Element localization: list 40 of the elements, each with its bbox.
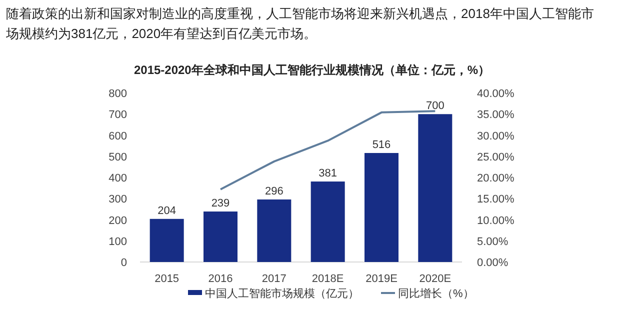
- text: 随着政策的出新和国家对制造业的高度重视，人工智能市场将迎来新兴机遇点，2018年中国人工智能市场规模约为381亿元，2020年有望达到百亿美元市场。: [6, 5, 595, 43]
- y-tick-label: 500: [108, 151, 127, 164]
- y2-tick-label: 5.00%: [477, 236, 508, 248]
- y2-tick-label: 30.00%: [477, 130, 515, 142]
- bar: [310, 182, 345, 262]
- y-tick-label: 400: [108, 172, 127, 184]
- y2-tick-label: 10.00%: [477, 214, 515, 227]
- y-tick-label: 0: [120, 257, 127, 269]
- y-tick-label: 700: [108, 109, 127, 122]
- legend-label: 中国人工智能市场规模（亿元）: [205, 287, 359, 300]
- data-label: 204: [158, 204, 176, 217]
- x-tick-label: 2017: [262, 273, 286, 285]
- bar: [204, 212, 238, 262]
- data-label: 516: [372, 138, 391, 151]
- data-label: 239: [211, 198, 230, 210]
- y2-tick-label: 20.00%: [477, 172, 515, 184]
- bar: [364, 152, 398, 262]
- y2-tick-label: 40.00%: [477, 88, 515, 100]
- data-label: 700: [426, 100, 444, 112]
- y-tick-label: 100: [108, 236, 127, 248]
- y-tick-label: 200: [108, 214, 127, 227]
- data-label: 381: [318, 168, 338, 180]
- legend-label: 同比增长（%）: [398, 287, 474, 300]
- y2-tick-label: 15.00%: [477, 194, 515, 206]
- bar: [418, 114, 452, 262]
- y2-tick-label: 25.00%: [477, 151, 515, 164]
- y-tick-label: 300: [108, 194, 127, 206]
- chart-title: 2015-2020年全球和中国人工智能行业规模情况（单位：亿元，%）: [134, 63, 490, 77]
- data-label: 296: [264, 185, 284, 198]
- y-tick-label: 600: [108, 130, 127, 142]
- y2-tick-label: 35.00%: [477, 109, 515, 122]
- bar: [257, 199, 292, 262]
- y-tick-label: 800: [108, 88, 127, 100]
- x-tick-label: 2015: [154, 273, 180, 285]
- bar: [150, 218, 184, 262]
- y2-tick-label: 0.00%: [477, 257, 508, 269]
- x-tick-label: 2016: [208, 273, 233, 285]
- x-tick-label: 2018E: [312, 273, 344, 285]
- x-tick-label: 2020E: [419, 273, 452, 285]
- x-tick-label: 2019E: [366, 273, 398, 285]
